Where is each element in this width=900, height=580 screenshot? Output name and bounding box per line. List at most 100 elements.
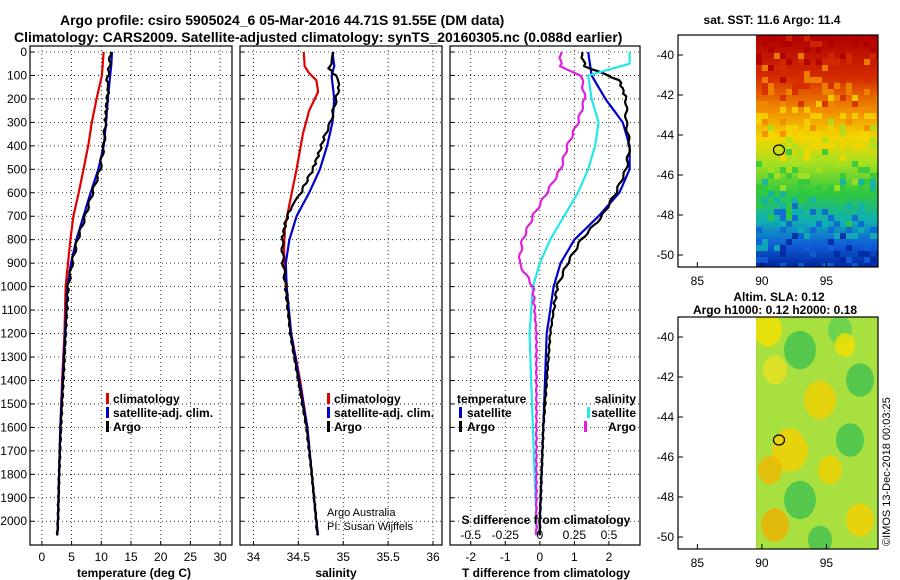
sst-pixel xyxy=(834,83,840,89)
sst-pixel xyxy=(852,215,858,221)
map-x-tick-label: 90 xyxy=(755,556,769,570)
sst-pixel xyxy=(780,251,786,257)
sst-pixel xyxy=(840,197,846,203)
depth-tick-label: 900 xyxy=(7,256,27,270)
sst-pixel xyxy=(774,197,780,203)
sst-pixel xyxy=(876,251,878,257)
sst-pixel xyxy=(780,209,786,215)
sst-pixel xyxy=(864,59,870,65)
sst-pixel xyxy=(822,191,828,197)
legend-swatch-satellite xyxy=(327,407,330,418)
sst-pixel xyxy=(762,113,768,119)
sst-pixel xyxy=(870,179,876,185)
depth-tick-label: 700 xyxy=(7,209,27,223)
sst-pixel xyxy=(804,77,810,83)
sst-pixel xyxy=(864,179,870,185)
map-y-tick-label: -46 xyxy=(657,450,675,464)
sst-pixel xyxy=(756,227,762,233)
sst-pixel xyxy=(756,113,762,119)
sst-pixel xyxy=(798,77,804,83)
sst-pixel xyxy=(780,65,786,71)
sst-pixels xyxy=(756,35,878,267)
sst-map-title: sat. SST: 11.6 Argo: 11.4 xyxy=(704,13,841,27)
sst-pixel xyxy=(780,41,786,47)
sst-pixel xyxy=(780,263,786,267)
sst-pixel xyxy=(834,233,840,239)
salinity-xlabel: salinity xyxy=(315,566,357,580)
sst-pixel xyxy=(780,215,786,221)
sst-pixel xyxy=(780,53,786,59)
depth-tick-label: 400 xyxy=(7,139,27,153)
sst-pixel xyxy=(792,143,798,149)
sst-pixel xyxy=(786,173,792,179)
sst-pixel xyxy=(756,257,762,263)
sst-pixel xyxy=(846,119,852,125)
temperature-grid xyxy=(30,46,232,545)
sst-pixel xyxy=(864,125,870,131)
sst-pixel xyxy=(810,113,816,119)
sst-pixel xyxy=(816,131,822,137)
sst-pixel xyxy=(780,203,786,209)
sst-pixel xyxy=(816,107,822,113)
legend-label-climatology: climatology xyxy=(113,392,180,406)
sst-pixel xyxy=(810,143,816,149)
sla-patch xyxy=(763,355,787,385)
sst-pixel xyxy=(798,59,804,65)
x-tick-label: 36 xyxy=(426,550,440,564)
sst-pixel xyxy=(798,149,804,155)
sst-pixel xyxy=(804,179,810,185)
map-y-tick-label: -48 xyxy=(657,490,675,504)
sla-y-ticks: -40 -42 -44 -46 -48 -50 xyxy=(657,330,683,544)
sst-pixel xyxy=(840,155,846,161)
sst-pixel xyxy=(852,41,858,47)
map-y-tick-label: -44 xyxy=(657,410,675,424)
sst-pixel xyxy=(864,107,870,113)
sst-pixel xyxy=(798,173,804,179)
sst-pixel xyxy=(840,137,846,143)
x-tick-label: 1 xyxy=(571,550,578,564)
legend-title-salinity: salinity xyxy=(595,392,637,406)
sst-pixel xyxy=(780,245,786,251)
sst-pixel xyxy=(792,137,798,143)
sst-pixel xyxy=(762,197,768,203)
sst-pixel xyxy=(816,221,822,227)
legend-label-satellite: satellite-adj. clim. xyxy=(113,406,213,420)
sst-pixel xyxy=(828,53,834,59)
credit-argo-australia: Argo Australia xyxy=(327,507,396,519)
sst-pixel xyxy=(798,131,804,137)
sst-field xyxy=(756,35,878,267)
sst-pixel xyxy=(876,77,878,83)
sst-pixel xyxy=(864,77,870,83)
sst-pixel xyxy=(780,161,786,167)
x-tick-label: -2 xyxy=(465,550,476,564)
sst-pixel xyxy=(780,101,786,107)
sst-pixel xyxy=(858,143,864,149)
sst-pixel xyxy=(858,185,864,191)
sst-pixel xyxy=(804,191,810,197)
depth-tick-label: 1200 xyxy=(0,327,27,341)
sst-pixel xyxy=(786,89,792,95)
sst-pixel xyxy=(828,89,834,95)
sst-pixel xyxy=(756,239,762,245)
sla-patch xyxy=(835,333,855,357)
sst-pixel xyxy=(780,227,786,233)
sst-pixel xyxy=(756,161,762,167)
sst-pixel xyxy=(798,263,804,267)
sst-pixel xyxy=(762,257,768,263)
sst-pixel xyxy=(786,221,792,227)
sst-pixel xyxy=(810,227,816,233)
sst-pixel xyxy=(822,137,828,143)
sst-pixel xyxy=(786,203,792,209)
sst-pixel xyxy=(852,113,858,119)
x2-tick-label: 0.5 xyxy=(601,528,618,542)
sst-pixel xyxy=(768,77,774,83)
sst-map-panel: sat. SST: 11.6 Argo: 11.4 -40-42-44-46-4… xyxy=(657,13,879,288)
sst-pixel xyxy=(786,167,792,173)
depth-tick-label: 300 xyxy=(7,115,27,129)
sst-pixel xyxy=(762,89,768,95)
x2-tick-label: 0.25 xyxy=(563,528,587,542)
sst-pixel xyxy=(822,107,828,113)
legend-label-salinity-argo: Argo xyxy=(608,420,636,434)
sst-pixel xyxy=(852,161,858,167)
